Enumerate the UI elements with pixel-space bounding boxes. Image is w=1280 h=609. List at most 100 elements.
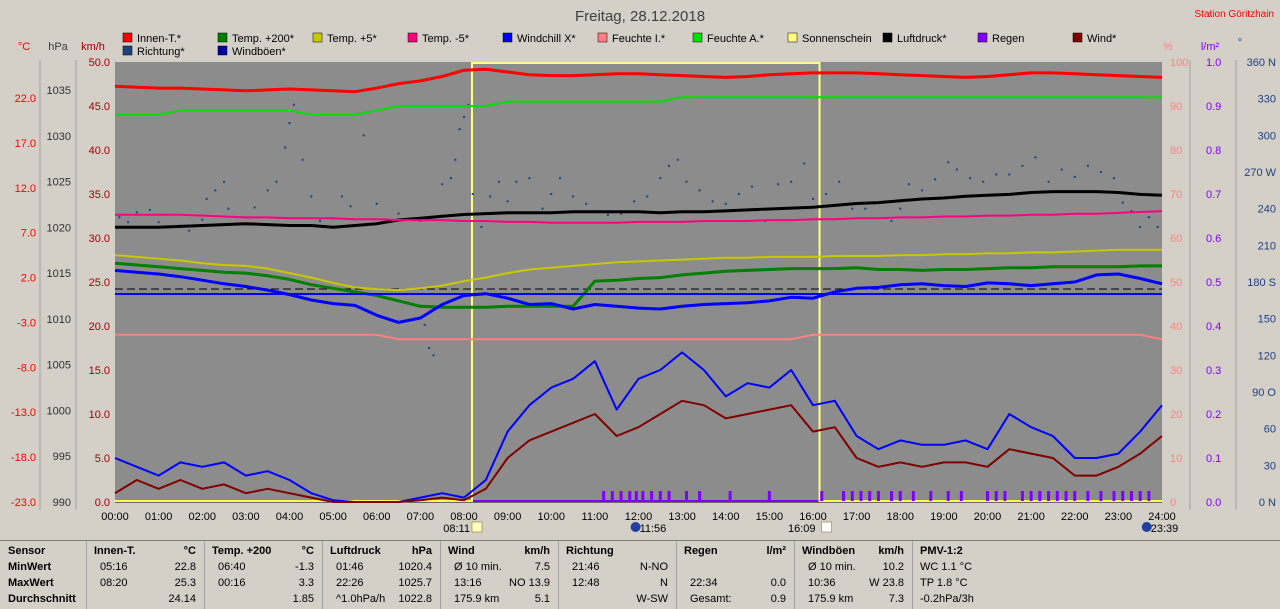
stats-time: 08:20 <box>100 577 128 589</box>
hour-tick: 12:00 <box>625 511 653 523</box>
series-line <box>115 96 1162 116</box>
stats-pmv-row: TP 1.8 °C <box>920 577 968 589</box>
regen-bar <box>929 491 933 501</box>
regen-bar <box>667 491 671 501</box>
legend-label: Feuchte A.* <box>707 33 765 45</box>
richtung-point <box>205 197 208 200</box>
legend-label: Feuchte I.* <box>612 33 666 45</box>
richtung-point <box>118 216 121 219</box>
hour-tick: 23:00 <box>1105 511 1133 523</box>
lm2-tick: 0.3 <box>1206 365 1221 377</box>
richtung-point <box>995 173 998 176</box>
kmh-tick: 0.0 <box>95 497 110 509</box>
stats-column-title: Innen-T. <box>94 545 136 557</box>
kmh-unit: km/h <box>81 41 105 53</box>
lm2-tick: 0.6 <box>1206 233 1221 245</box>
regen-bar <box>767 491 771 501</box>
richtung-point <box>292 103 295 106</box>
stats-value: 1025.7 <box>398 577 432 589</box>
richtung-point <box>646 195 649 198</box>
richtung-point <box>1034 156 1037 159</box>
richtung-point <box>188 229 191 232</box>
hour-tick: 18:00 <box>886 511 914 523</box>
richtung-point <box>497 180 500 183</box>
richtung-point <box>685 180 688 183</box>
pct-tick: 70 <box>1170 189 1182 201</box>
pct-tick: 100 <box>1170 57 1188 69</box>
direction-tick: 270 W <box>1244 167 1276 179</box>
stats-column-title: Regen <box>684 545 718 557</box>
richtung-point <box>1147 216 1150 219</box>
lm2-tick: 0.8 <box>1206 145 1221 157</box>
regen-bar <box>1112 491 1116 501</box>
stats-windboeen-column: Windböen km/h Ø 10 min. 10.2 10:36 W 23.8 175.… <box>794 541 913 609</box>
stats-column-title: Luftdruck <box>330 545 381 557</box>
sunrise-icon <box>471 521 483 533</box>
stats-value: 22.8 <box>174 561 196 573</box>
richtung-point <box>301 158 304 161</box>
richtung-point <box>864 207 867 210</box>
richtung-point <box>1113 177 1116 180</box>
plot-background <box>115 62 1162 502</box>
celsius-tick: 22.0 <box>15 93 36 105</box>
stats-sensor-column: Sensor MinWert MaxWert Durchschnitt <box>0 541 87 609</box>
hour-tick: 07:00 <box>407 511 435 523</box>
hour-tick: 24:00 <box>1148 511 1176 523</box>
hpa-tick: 1015 <box>47 268 71 280</box>
celsius-tick: 12.0 <box>15 183 36 195</box>
stats-pmv-row: WC 1.1 °C <box>920 561 973 573</box>
stats-column-title: Wind <box>448 545 475 557</box>
series-line <box>114 67 1163 94</box>
regen-bar <box>1121 491 1125 501</box>
regen-bar <box>842 491 846 501</box>
richtung-point <box>454 158 457 161</box>
legend-swatch <box>977 32 988 43</box>
richtung-point <box>947 161 950 164</box>
stats-value: 10.2 <box>882 561 904 573</box>
degree-unit: ° <box>1238 37 1242 49</box>
celsius-tick: 17.0 <box>15 138 36 150</box>
direction-tick: 120 <box>1258 350 1276 362</box>
richtung-point <box>838 180 841 183</box>
stats-time: 22:26 <box>336 577 364 589</box>
richtung-point <box>825 193 828 195</box>
stats-pmv-row: -0.2hPa/3h <box>920 593 974 605</box>
regen-bar <box>728 491 732 501</box>
richtung-point <box>349 205 352 208</box>
series-line <box>115 210 1163 224</box>
solar-noon-icon <box>630 522 641 532</box>
pct-tick: 60 <box>1170 233 1182 245</box>
richtung-point <box>1156 226 1159 228</box>
richtung-point <box>890 219 893 222</box>
richtung-point <box>135 211 138 214</box>
richtung-point <box>711 200 714 203</box>
hpa-unit: hPa <box>48 41 68 53</box>
richtung-point <box>724 202 727 205</box>
richtung-point <box>463 116 465 118</box>
stats-column-unit: hPa <box>411 545 432 557</box>
richtung-point <box>375 202 378 205</box>
direction-tick: 330 <box>1258 94 1276 106</box>
series-line <box>115 190 1163 229</box>
richtung-point <box>515 180 518 183</box>
stats-column-unit: °C <box>301 545 314 557</box>
pct-tick: 20 <box>1170 409 1182 421</box>
richtung-point <box>340 195 343 198</box>
stats-column-title: Richtung <box>566 545 614 557</box>
regen-bar <box>684 491 688 501</box>
legend-swatch <box>1072 32 1083 43</box>
stats-time: 12:48 <box>572 577 600 589</box>
richtung-point <box>668 164 671 167</box>
legend-label: Innen-T.* <box>137 33 182 45</box>
hpa-tick: 1020 <box>47 222 71 234</box>
stats-value: -1.3 <box>295 561 314 573</box>
pct-tick: 30 <box>1170 365 1182 377</box>
hour-tick: 00:00 <box>101 511 129 523</box>
richtung-point <box>1047 180 1050 183</box>
richtung-point <box>790 180 793 183</box>
richtung-point <box>921 189 924 192</box>
hpa-tick: 1005 <box>47 360 71 372</box>
hour-tick: 01:00 <box>145 511 173 523</box>
legend-label: Regen <box>992 33 1024 45</box>
regen-bar <box>1129 491 1133 501</box>
